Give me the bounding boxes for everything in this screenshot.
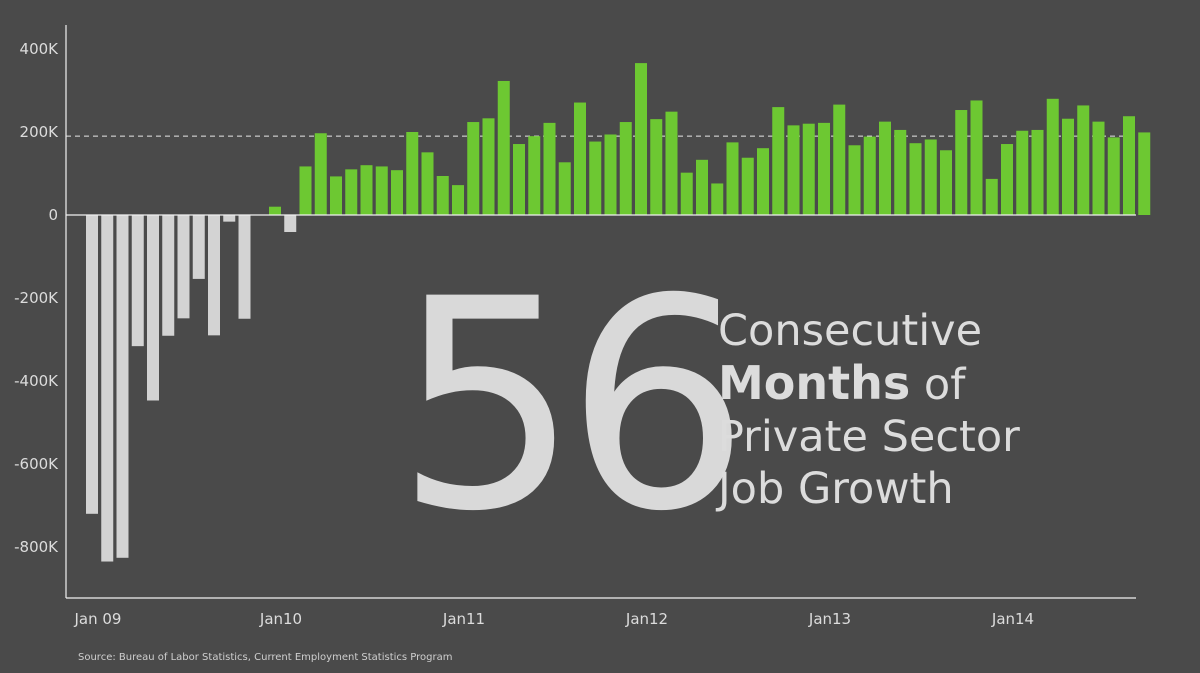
bar — [284, 215, 297, 233]
y-tick-label: -800K — [14, 538, 59, 556]
bar — [1062, 118, 1074, 215]
x-tick-label: Jan12 — [625, 610, 668, 628]
bar — [1031, 129, 1044, 215]
bar — [1001, 144, 1013, 215]
bar — [955, 110, 968, 215]
bar — [177, 215, 190, 319]
y-tick-label: -200K — [14, 289, 59, 307]
bar — [131, 215, 144, 347]
bar — [574, 102, 586, 215]
bar — [452, 185, 464, 215]
x-tick-label: Jan10 — [259, 610, 302, 628]
bar — [635, 63, 647, 215]
bar — [1092, 121, 1105, 216]
y-tick-label: -400K — [14, 372, 59, 390]
y-tick-label: 0 — [48, 206, 58, 224]
bar — [818, 122, 830, 215]
bar — [924, 139, 937, 215]
bar — [147, 215, 159, 401]
bar — [741, 157, 754, 215]
x-tick-label: Jan13 — [808, 610, 851, 628]
bar — [757, 148, 769, 215]
headline-months: Months — [718, 356, 911, 410]
bar — [391, 170, 403, 215]
headline-line4: Job Growth — [718, 464, 954, 514]
bar — [543, 122, 556, 215]
source-note: Source: Bureau of Labor Statistics, Curr… — [78, 652, 453, 663]
bar — [330, 176, 342, 215]
bar — [711, 183, 724, 215]
bar — [1046, 98, 1059, 215]
bar — [680, 172, 693, 215]
bar — [421, 152, 434, 215]
y-tick-label: -600K — [14, 455, 59, 473]
bar — [375, 166, 388, 215]
bar — [208, 215, 220, 336]
bar — [482, 118, 495, 215]
bar — [833, 104, 846, 215]
bar — [787, 125, 800, 215]
bar — [650, 119, 663, 215]
bar — [1107, 137, 1120, 215]
bar — [436, 175, 449, 215]
x-axis-ticks: Jan 09 Jan10 Jan11 Jan12 Jan13 Jan14 — [74, 610, 1035, 628]
headline-of: of — [923, 360, 966, 410]
bar — [162, 215, 175, 336]
bar — [665, 111, 678, 215]
bar — [970, 100, 983, 215]
bar — [101, 215, 114, 562]
bar — [604, 134, 617, 215]
bar — [696, 159, 708, 215]
bar — [802, 123, 815, 215]
bar — [940, 150, 952, 215]
bar — [406, 132, 419, 215]
bar — [848, 145, 861, 215]
bar — [299, 166, 312, 215]
bar — [894, 129, 907, 215]
bar — [726, 142, 739, 216]
bar — [909, 143, 922, 215]
bar — [1077, 105, 1090, 215]
y-tick-label: 400K — [20, 40, 60, 58]
headline-text: Consecutive Months of Private Sector Job… — [718, 305, 1020, 515]
bar — [589, 141, 602, 215]
bar — [86, 215, 98, 514]
bar — [1123, 116, 1135, 215]
bar — [223, 215, 236, 222]
bar — [269, 206, 281, 215]
bar — [467, 122, 480, 215]
headline-line3: Private Sector — [718, 412, 1020, 462]
bar — [314, 133, 327, 215]
bar — [558, 162, 571, 215]
bar-series — [86, 63, 1151, 562]
y-tick-label: 200K — [20, 123, 60, 141]
x-tick-label: Jan 09 — [74, 610, 122, 628]
bar — [192, 215, 205, 279]
bar — [985, 178, 998, 215]
bar — [116, 215, 129, 558]
x-tick-label: Jan14 — [991, 610, 1034, 628]
bar — [360, 165, 373, 215]
bar — [497, 80, 510, 216]
bar — [863, 136, 876, 215]
headline-line1: Consecutive — [718, 306, 983, 356]
bar — [513, 144, 525, 215]
y-axis-ticks: 400K 200K 0 -200K -400K -600K -800K — [14, 40, 59, 556]
bar — [1138, 132, 1151, 215]
bar — [772, 107, 785, 215]
bar — [619, 122, 632, 215]
bar — [879, 121, 891, 216]
bar — [345, 169, 358, 215]
bar — [528, 136, 541, 215]
x-tick-label: Jan11 — [442, 610, 485, 628]
consecutive-months-number: 56 — [395, 238, 750, 575]
bar — [238, 215, 251, 319]
bar — [1016, 130, 1029, 215]
